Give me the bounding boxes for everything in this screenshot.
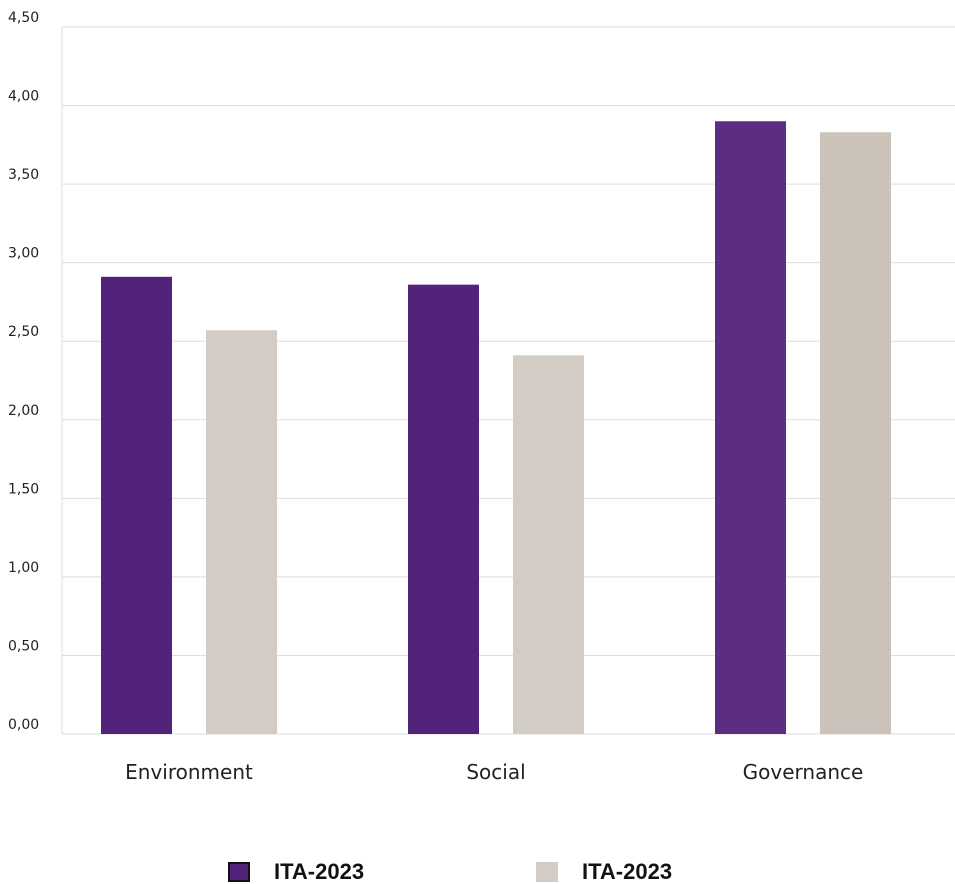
y-tick-label: 2,50 (8, 324, 39, 340)
y-tick-label: 4,50 (8, 10, 39, 26)
y-tick-label: 3,50 (8, 167, 39, 183)
y-tick-label: 0,50 (8, 638, 39, 654)
x-axis-category-labels: Environment Social Governance (125, 760, 863, 784)
legend-item-series-2: ITA-2023 (536, 860, 672, 884)
y-tick-label: 1,00 (8, 560, 39, 576)
bar-environment-series-1 (101, 276, 172, 734)
legend-swatch-series-1 (228, 862, 250, 882)
y-tick-label: 1,50 (8, 481, 39, 497)
legend-label-series-2: ITA-2023 (582, 859, 673, 884)
y-tick-label: 2,00 (8, 403, 39, 419)
x-category-label: Social (466, 760, 525, 784)
bar-environment-series-2 (206, 330, 277, 734)
bar-governance-series-1 (715, 121, 786, 735)
y-tick-label: 0,00 (8, 717, 39, 733)
bar-governance-series-2 (820, 132, 891, 734)
legend-label-series-1: ITA-2023 (274, 859, 365, 884)
legend: ITA-2023 ITA-2023 (0, 860, 955, 884)
x-category-label: Environment (125, 760, 253, 784)
y-tick-label: 4,00 (8, 89, 39, 105)
legend-swatch-series-2 (536, 862, 558, 882)
y-axis-tick-labels: 0,00 0,50 1,00 1,50 2,00 2,50 3,00 3,50 4,00 4,50 (8, 10, 39, 733)
bar-social-series-2 (513, 355, 584, 734)
x-category-label: Governance (743, 760, 864, 784)
bar-social-series-1 (408, 284, 479, 734)
bar-chart: 0,00 0,50 1,00 1,50 2,00 2,50 3,00 3,50 4,00 4,50… (8, 10, 955, 784)
y-tick-label: 3,00 (8, 246, 39, 262)
legend-item-series-1: ITA-2023 (228, 860, 364, 884)
bars (101, 121, 891, 735)
